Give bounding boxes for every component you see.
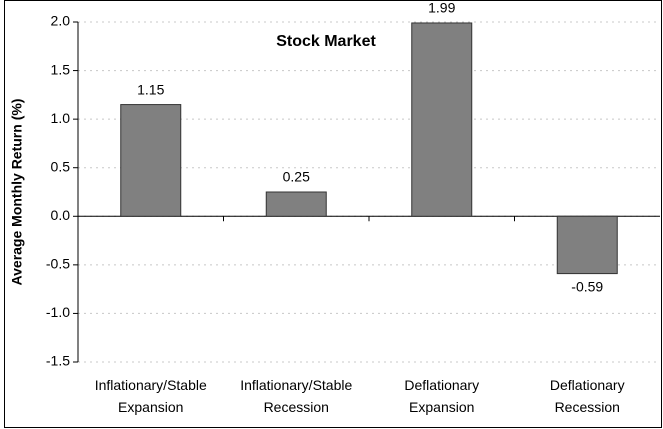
y-tick-label: -1.0 bbox=[46, 304, 70, 320]
y-tick-label: 0.5 bbox=[51, 158, 71, 174]
x-tick-label-line: Deflationary bbox=[404, 377, 479, 393]
chart-title: Stock Market bbox=[276, 33, 376, 50]
y-tick-label: -0.5 bbox=[46, 256, 70, 272]
x-tick-label: Inflationary/Stable Recession bbox=[240, 377, 352, 415]
x-tick-label-line: Inflationary/Stable bbox=[240, 377, 352, 393]
x-tick-label-line: Recession bbox=[264, 399, 329, 415]
data-label: 0.25 bbox=[283, 169, 310, 185]
x-tick-label-line: Recession bbox=[555, 399, 620, 415]
x-tick-label: Deflationary Expansion bbox=[404, 377, 479, 415]
x-tick-label-line: Inflationary/Stable bbox=[95, 377, 207, 393]
bar bbox=[265, 191, 327, 217]
bar bbox=[411, 22, 473, 217]
x-tick-label-line: Expansion bbox=[118, 399, 183, 415]
data-label: 1.15 bbox=[137, 81, 164, 97]
data-label: -0.59 bbox=[571, 278, 603, 294]
x-tick-label: Inflationary/Stable Expansion bbox=[95, 377, 207, 415]
frame bbox=[4, 0, 662, 428]
y-tick-label: 1.5 bbox=[51, 61, 71, 77]
x-tick-label: Deflationary Recession bbox=[550, 377, 625, 415]
y-tick-label: 0.0 bbox=[51, 207, 71, 223]
bar bbox=[120, 104, 182, 217]
bar bbox=[556, 215, 618, 275]
x-tick-label-line: Deflationary bbox=[550, 377, 625, 393]
y-axis-label: Average Monthly Return (%) bbox=[9, 99, 25, 286]
y-tick-label: 2.0 bbox=[51, 13, 71, 29]
data-label: 1.99 bbox=[428, 0, 455, 16]
y-tick-label: 1.0 bbox=[51, 110, 71, 126]
y-tick-label: -1.5 bbox=[46, 353, 70, 369]
x-tick-label-line: Expansion bbox=[409, 399, 474, 415]
